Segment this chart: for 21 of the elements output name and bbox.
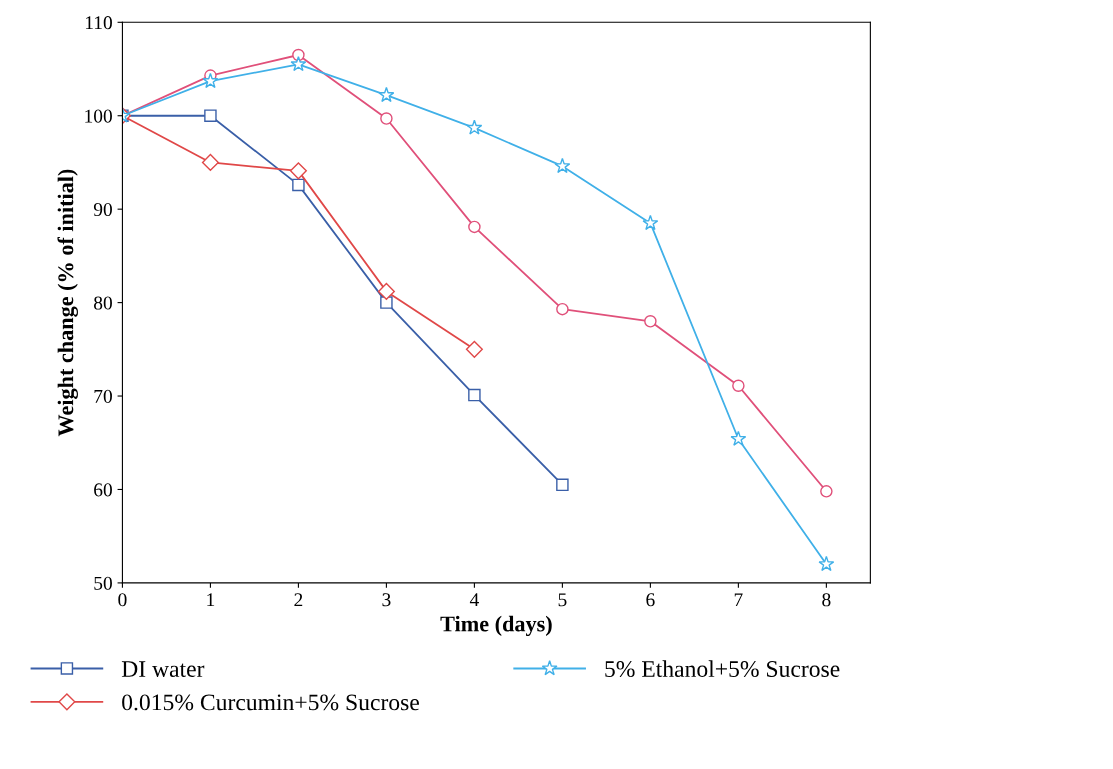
x-axis-title: Time (days)	[440, 615, 552, 637]
legend-label: 5% Ethanol+5% Sucrose	[605, 660, 840, 678]
y-tick-label: 50	[94, 576, 112, 590]
legend-label: DI water	[121, 661, 205, 677]
y-tick-label: 90	[93, 202, 112, 217]
x-tick-label: 4	[469, 593, 479, 607]
x-tick-label: 2	[294, 593, 303, 607]
x-tick-label: 3	[382, 593, 391, 607]
x-tick-label: 1	[207, 593, 215, 607]
y-axis-title: Weight change (% of initial)	[57, 169, 78, 437]
y-tick-label: 70	[94, 389, 112, 403]
x-tick-label: 5	[558, 593, 567, 607]
x-tick-label: 8	[822, 593, 831, 607]
x-tick-label: 0	[118, 593, 127, 607]
legend-label: 0.015% Curcumin+5% Sucrose	[122, 694, 419, 711]
y-tick-label: 60	[94, 483, 112, 497]
y-tick-label: 100	[85, 109, 112, 123]
x-tick-label: 7	[734, 593, 743, 607]
y-tick-label: 80	[94, 296, 112, 310]
x-tick-label: 6	[646, 593, 655, 607]
y-tick-label: 110	[85, 16, 112, 30]
